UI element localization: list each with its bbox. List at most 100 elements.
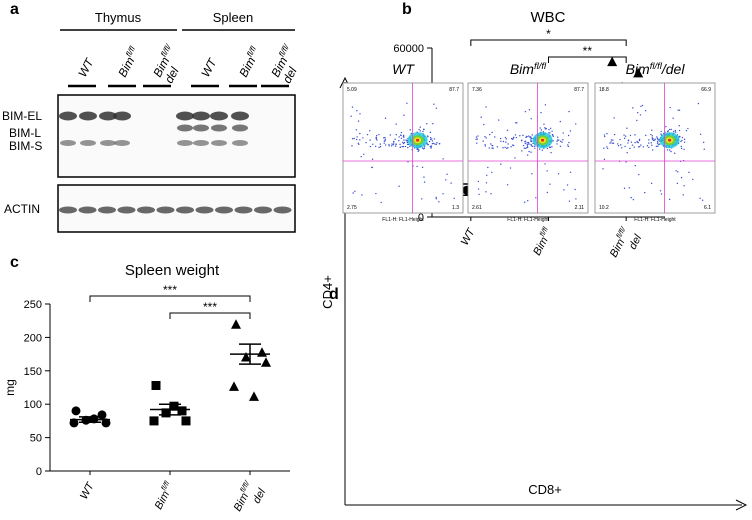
event-dot	[606, 146, 608, 148]
event-dot	[606, 133, 608, 135]
band	[211, 140, 227, 146]
event-dot	[489, 133, 491, 136]
event-dot	[361, 194, 363, 196]
event-dot	[484, 136, 486, 138]
event-dot	[401, 145, 403, 148]
density	[541, 138, 545, 142]
event-dot	[539, 148, 541, 150]
event-dot	[384, 139, 386, 142]
event-dot	[626, 151, 628, 154]
event-dot	[617, 143, 619, 145]
event-dot	[521, 150, 523, 152]
band	[176, 206, 194, 214]
band-label: BIM-EL	[2, 109, 42, 123]
band	[59, 206, 77, 214]
tissue-label: Spleen	[213, 10, 253, 25]
event-dot	[504, 136, 507, 139]
label-part: fl/fl/	[238, 479, 252, 494]
tissue-label: Thymus	[95, 10, 142, 25]
event-dot	[552, 140, 554, 142]
quadrant-value: 2.61	[472, 205, 482, 211]
event-dot	[384, 144, 387, 146]
density	[668, 138, 672, 142]
event-dot	[535, 197, 537, 199]
event-dot	[359, 132, 361, 135]
data-point	[249, 391, 259, 401]
data-point	[151, 380, 161, 390]
band	[99, 111, 117, 121]
event-dot	[692, 178, 694, 181]
event-dot	[507, 147, 509, 149]
quadrant-value: 2.75	[347, 205, 357, 211]
event-dot	[450, 182, 452, 184]
y-tick-label: 250	[24, 299, 42, 311]
significance-label: ***	[203, 300, 217, 314]
panel-label: c	[10, 254, 19, 271]
significance-label: **	[583, 44, 593, 58]
quadrant-value: 87.7	[449, 87, 459, 93]
label-part: WT	[459, 226, 478, 248]
label-part: del	[162, 65, 182, 86]
event-dot	[434, 143, 436, 145]
event-dot	[546, 170, 548, 172]
event-dot	[655, 145, 658, 148]
event-dot	[703, 148, 705, 150]
event-dot	[403, 114, 405, 116]
event-dot	[369, 145, 372, 148]
event-dot	[490, 143, 492, 145]
event-dot	[549, 127, 552, 130]
y-tick-label: 0	[418, 212, 424, 224]
label-part: Bim	[115, 55, 137, 80]
data-point	[241, 351, 251, 362]
event-dot	[678, 109, 681, 111]
event-dot	[623, 137, 626, 140]
event-dot	[646, 145, 649, 147]
event-dot	[624, 145, 626, 148]
event-dot	[351, 137, 354, 140]
event-dot	[568, 141, 570, 144]
event-dot	[569, 130, 572, 132]
event-dot	[475, 136, 478, 138]
event-dot	[651, 129, 653, 131]
event-dot	[627, 139, 630, 141]
event-dot	[362, 137, 364, 139]
event-dot	[526, 142, 528, 144]
event-dot	[365, 142, 367, 144]
event-dot	[534, 147, 536, 149]
event-dot	[680, 145, 682, 148]
event-dot	[507, 143, 509, 145]
event-dot	[544, 127, 546, 129]
event-dot	[384, 136, 386, 139]
quadrant-value: 18.8	[599, 87, 609, 93]
event-dot	[530, 151, 532, 153]
event-dot	[556, 139, 559, 141]
band	[192, 111, 210, 121]
event-dot	[648, 139, 650, 141]
event-dot	[566, 184, 569, 186]
event-dot	[423, 128, 425, 130]
event-dot	[351, 106, 354, 108]
y-tick-label: 200	[24, 332, 42, 344]
event-dot	[645, 134, 647, 137]
event-dot	[556, 140, 558, 142]
band	[79, 111, 97, 121]
event-dot	[379, 145, 382, 148]
event-dot	[657, 145, 659, 147]
significance-bracket	[548, 56, 627, 63]
event-dot	[668, 198, 671, 201]
event-dot	[446, 173, 448, 176]
event-dot	[480, 116, 482, 118]
band	[193, 140, 209, 146]
event-dot	[688, 171, 690, 174]
event-dot	[603, 158, 606, 161]
event-dot	[416, 148, 418, 151]
event-dot	[399, 146, 401, 148]
event-dot	[502, 140, 505, 143]
event-dot	[422, 130, 424, 133]
event-dot	[678, 125, 680, 127]
band	[80, 140, 96, 146]
event-dot	[511, 144, 514, 146]
event-dot	[400, 134, 402, 137]
band	[193, 124, 209, 132]
